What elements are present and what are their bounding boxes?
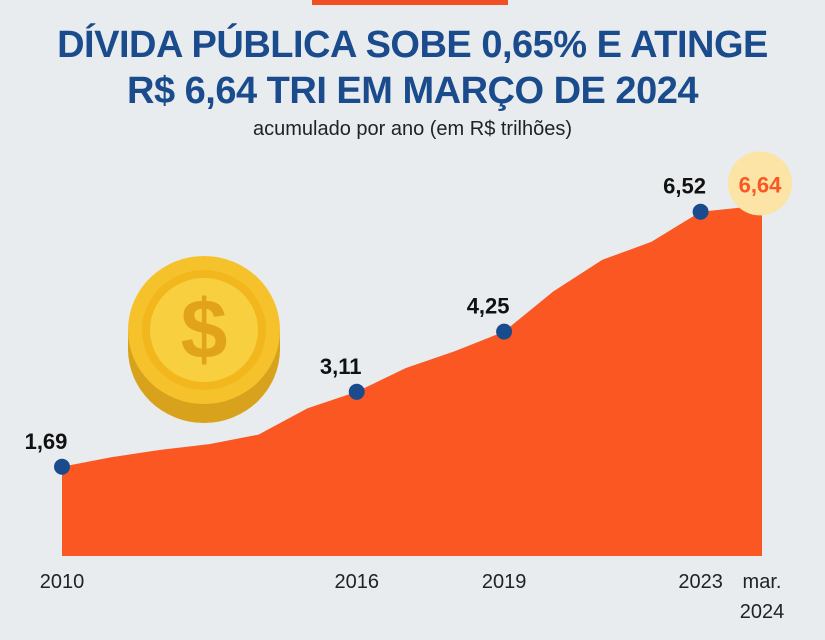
- data-label-1: 3,11: [320, 354, 362, 379]
- data-point-marker-1: [348, 383, 365, 400]
- x-tick-label-1: 2016: [334, 571, 379, 593]
- title-line-1: DÍVIDA PÚBLICA SOBE 0,65% E ATINGE: [57, 24, 768, 66]
- title-line-2: R$ 6,64 TRI EM MARÇO DE 2024: [127, 70, 698, 112]
- data-label-2: 4,25: [467, 294, 510, 319]
- series-area: [62, 205, 762, 556]
- x-tick-label-0: 2010: [40, 571, 85, 593]
- data-point-marker-0: [54, 458, 70, 475]
- top-accent-bar: [312, 0, 508, 5]
- data-point-marker-3: [692, 203, 709, 220]
- x-tick-label-4-line2: 2024: [740, 601, 785, 623]
- highlight-circle: [728, 151, 792, 216]
- x-tick-label-2: 2019: [482, 571, 527, 593]
- data-label-4: 6,64: [739, 172, 783, 197]
- dollar-coin-icon: $: [128, 256, 280, 423]
- data-label-3: 6,52: [663, 174, 706, 199]
- svg-text:$: $: [181, 282, 228, 376]
- x-tick-label-3: 2023: [678, 571, 723, 593]
- x-tick-label-4: mar.: [743, 571, 782, 593]
- chart-subtitle: acumulado por ano (em R$ trilhões): [252, 118, 573, 140]
- data-point-marker-2: [496, 323, 513, 340]
- chart-title: DÍVIDA PÚBLICA SOBE 0,65% E ATINGE R$ 6,…: [0, 22, 825, 114]
- data-label-0: 1,69: [25, 429, 68, 454]
